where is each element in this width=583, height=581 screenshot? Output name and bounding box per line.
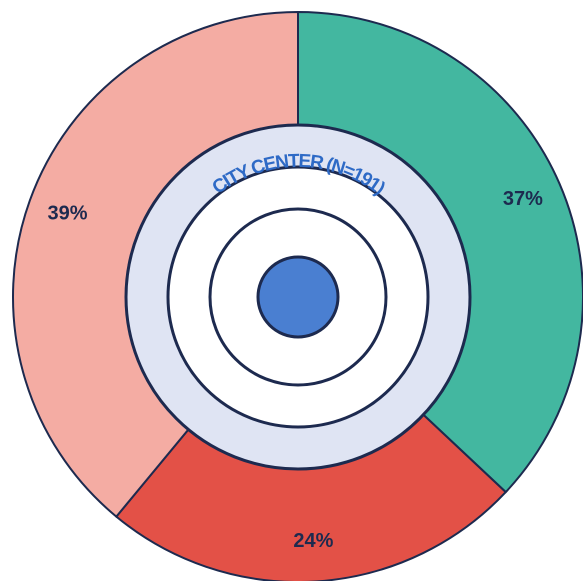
data-label: 37% (503, 188, 543, 210)
center-dot (256, 255, 340, 339)
data-label: 24% (293, 530, 333, 552)
data-label: 39% (47, 202, 87, 224)
